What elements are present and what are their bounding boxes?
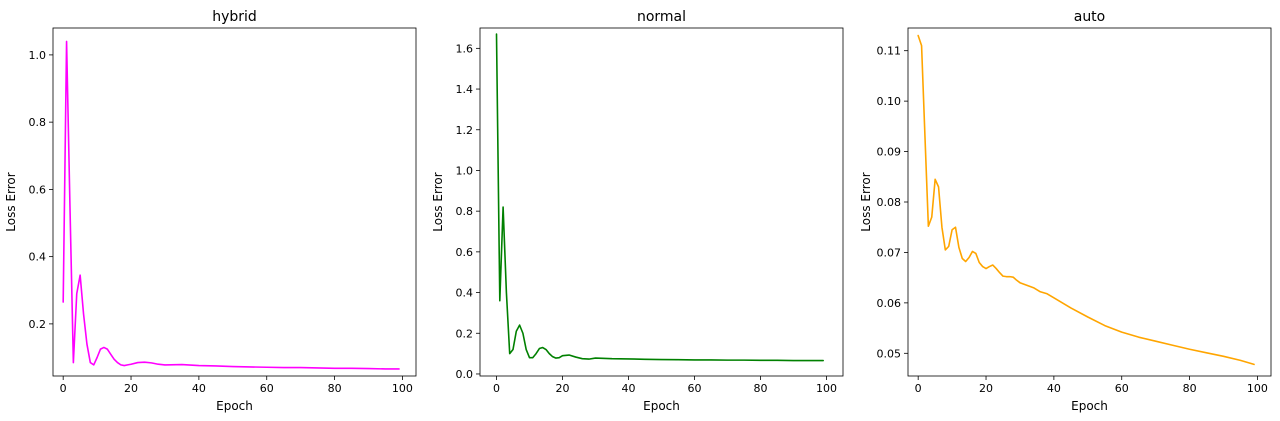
plot-frame <box>479 27 844 377</box>
y-tick-label: 0.4 <box>456 287 474 300</box>
series-line <box>62 40 400 370</box>
panel-hybrid: hybrid 0 20 40 60 80 100 0.2 0.4 0.6 0.8 1.0 Epoch Lo… <box>4 9 417 413</box>
x-tick-label: 80 <box>1183 382 1197 395</box>
x-tick-label: 100 <box>1247 382 1268 395</box>
x-tick-label: 40 <box>192 382 206 395</box>
series-line <box>917 34 1255 366</box>
y-axis-label: Loss Error <box>859 172 873 231</box>
y-tick-label: 0.05 <box>877 347 902 360</box>
x-tick-label: 20 <box>124 382 138 395</box>
y-tick-label: 0.09 <box>877 146 902 159</box>
y-tick-label: 0.4 <box>29 251 47 264</box>
x-tick-label: 0 <box>493 382 500 395</box>
y-tick-label: 0.2 <box>29 318 47 331</box>
x-tick-label: 80 <box>328 382 342 395</box>
x-tick-label: 80 <box>754 382 768 395</box>
y-tick-label: 1.0 <box>456 164 474 177</box>
y-tick-label: 0.0 <box>456 368 474 381</box>
panel-auto: auto 0 20 40 60 80 100 0.05 0.06 0.07 0.08 0.09 0.10… <box>859 9 1272 413</box>
y-tick-label: 0.10 <box>877 95 902 108</box>
y-tick-label: 1.0 <box>29 49 47 62</box>
panel-title: hybrid <box>212 9 257 25</box>
x-tick-label: 100 <box>816 382 837 395</box>
y-tick-label: 0.11 <box>877 45 902 58</box>
x-tick-label: 60 <box>688 382 702 395</box>
x-tick-label: 20 <box>979 382 993 395</box>
panel-title: normal <box>637 9 686 25</box>
x-tick-label: 40 <box>1047 382 1061 395</box>
y-tick-label: 1.4 <box>456 83 474 96</box>
y-tick-label: 0.6 <box>29 183 47 196</box>
x-tick-label: 0 <box>60 382 67 395</box>
x-tick-label: 60 <box>1115 382 1129 395</box>
y-tick-label: 1.2 <box>456 124 474 137</box>
panel-title: auto <box>1074 9 1106 25</box>
panel-normal: normal 0 20 40 60 80 100 0.0 0.2 0.4 0.6 0.8 1.0 1.2 1… <box>431 9 844 413</box>
x-tick-label: 40 <box>622 382 636 395</box>
y-axis-label: Loss Error <box>4 172 18 231</box>
y-axis-label: Loss Error <box>431 172 445 231</box>
y-tick-label: 0.8 <box>456 205 474 218</box>
y-tick-label: 0.2 <box>456 327 474 340</box>
plot-frame <box>52 27 417 377</box>
y-tick-label: 1.6 <box>456 42 474 55</box>
y-tick-label: 0.08 <box>877 196 902 209</box>
y-tick-label: 0.07 <box>877 246 902 259</box>
y-tick-label: 0.06 <box>877 297 902 310</box>
y-tick-label: 0.6 <box>456 246 474 259</box>
x-axis-label: Epoch <box>216 399 253 413</box>
series-line <box>495 33 825 362</box>
x-axis-label: Epoch <box>643 399 680 413</box>
x-tick-label: 100 <box>392 382 413 395</box>
x-axis-label: Epoch <box>1071 399 1108 413</box>
x-tick-label: 60 <box>260 382 274 395</box>
y-tick-label: 0.8 <box>29 116 47 129</box>
x-tick-label: 0 <box>915 382 922 395</box>
x-tick-label: 20 <box>556 382 570 395</box>
